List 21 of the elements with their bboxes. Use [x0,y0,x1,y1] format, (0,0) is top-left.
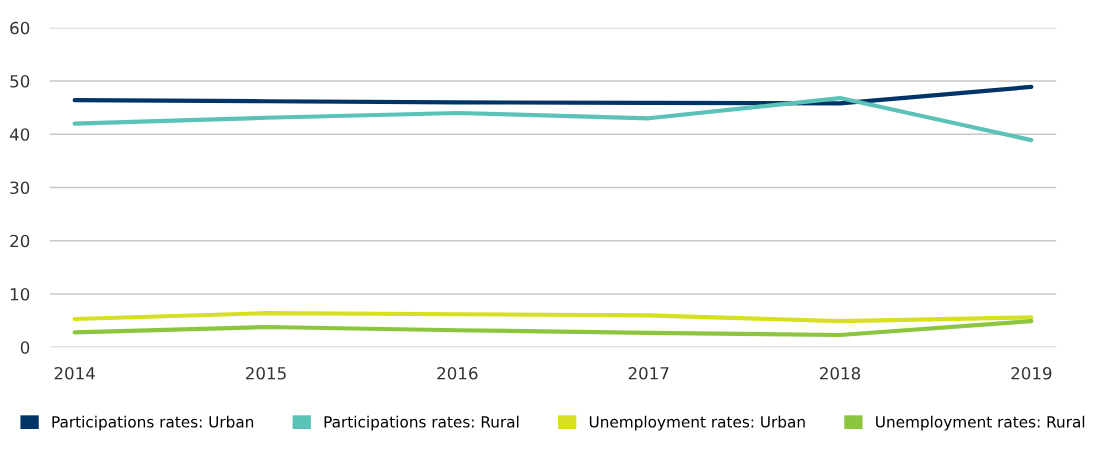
y-tick-label: 20 [10,234,30,248]
line-series [72,95,1034,143]
legend-label: Unemployment rates: Urban [589,415,805,431]
legend-label: Participations rates: Urban [52,415,254,431]
x-tick-label: 2015 [246,366,286,380]
y-tick-label: 40 [9,128,30,141]
line-series [72,84,1034,106]
x-tick-label: 2017 [628,366,669,380]
y-tick-label: 10 [10,287,30,301]
y-tick-label: 30 [10,181,30,195]
y-tick-label: 50 [10,74,30,88]
x-tick-label: 2019 [1011,366,1052,380]
line-series [72,319,1034,338]
x-tick-label: 2014 [54,366,95,380]
x-tick-label: 2016 [437,366,478,380]
legend-label: Participations rates: Rural [324,415,519,431]
y-tick-label: 60 [10,21,30,35]
x-tick-label: 2018 [820,366,861,380]
legend-label: Unemployment rates: Rural [876,415,1085,431]
line-series [72,311,1034,324]
y-tick-label: 0 [20,341,30,354]
